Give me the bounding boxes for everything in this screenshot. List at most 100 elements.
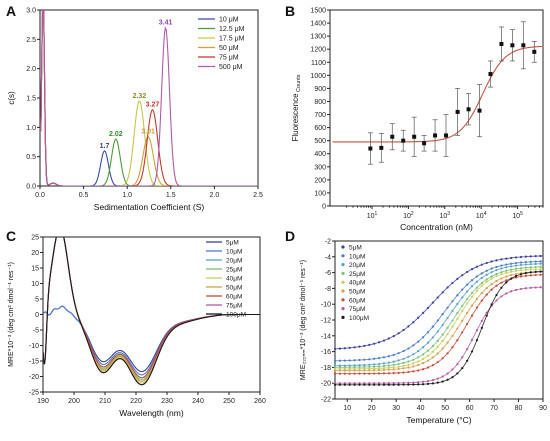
data-point <box>358 369 361 372</box>
x-tick-label: 2.0 <box>210 192 220 199</box>
data-point <box>333 367 337 371</box>
data-point <box>490 303 493 306</box>
data-point <box>407 347 410 350</box>
x-tick-label: 210 <box>99 398 111 405</box>
data-point <box>436 319 439 322</box>
y-tick-label: -16 <box>321 349 331 356</box>
data-point <box>353 382 356 385</box>
data-point <box>407 383 410 386</box>
y-tick-label: 600 <box>314 125 326 132</box>
data-point <box>441 339 444 342</box>
legend-swatch <box>341 271 345 275</box>
data-point <box>402 367 405 370</box>
plot-frame <box>329 9 544 207</box>
data-point <box>524 261 527 264</box>
series-line <box>40 10 258 186</box>
data-point <box>417 360 420 363</box>
data-point <box>480 276 483 279</box>
data-point <box>519 267 523 270</box>
data-point <box>368 383 371 386</box>
data-point <box>539 273 542 276</box>
data-point <box>500 267 503 270</box>
data-point <box>333 366 337 369</box>
data-point <box>382 382 386 385</box>
data-point <box>431 356 434 359</box>
legend-label: 20μM <box>226 258 242 265</box>
data-point <box>333 372 337 375</box>
data-point <box>534 273 537 277</box>
x-tick-label: 50 <box>441 405 449 412</box>
y-tick-label: -4 <box>325 254 331 261</box>
data-point <box>343 366 346 369</box>
data-point <box>390 134 395 139</box>
data-point <box>510 256 513 260</box>
data-point <box>529 263 532 266</box>
peak-label: 2.02 <box>109 131 123 138</box>
data-point <box>529 274 532 277</box>
data-point <box>387 361 390 364</box>
data-point <box>475 275 479 278</box>
data-point <box>456 327 459 330</box>
data-point <box>397 352 400 355</box>
data-point <box>387 372 390 375</box>
data-point <box>514 272 518 276</box>
legend-label: 100μM <box>349 315 369 322</box>
data-point <box>446 341 449 344</box>
data-point <box>521 43 526 48</box>
data-point <box>477 108 482 113</box>
legend-label: 75μM <box>349 306 365 313</box>
data-point <box>490 277 493 280</box>
data-point <box>407 325 410 328</box>
y-tick-label: 1000 <box>310 73 326 80</box>
data-point <box>382 362 386 365</box>
data-point <box>524 287 527 290</box>
data-point <box>446 372 449 375</box>
y-axis-label: MRE*10⁻³ (deg cm² dmol⁻¹ res⁻¹) <box>8 262 15 367</box>
x-tick-label: 240 <box>192 398 204 405</box>
data-point <box>343 369 346 372</box>
data-point <box>368 146 373 151</box>
data-point <box>495 259 498 262</box>
data-point <box>426 359 430 362</box>
data-point <box>451 281 454 285</box>
data-point <box>475 286 479 289</box>
data-point <box>338 372 341 375</box>
data-point <box>451 300 454 303</box>
data-point <box>407 366 410 369</box>
legend-label: 10μM <box>349 253 365 260</box>
x-tick-label: 260 <box>254 398 266 405</box>
data-point <box>353 383 356 386</box>
data-point <box>353 346 356 349</box>
y-tick-label: 0 <box>35 312 39 319</box>
data-point <box>519 269 523 272</box>
legend-label: 40μM <box>349 280 365 287</box>
y-tick-label: 3.0 <box>26 8 36 15</box>
data-point <box>519 255 523 259</box>
data-point <box>451 309 454 313</box>
data-point <box>382 366 386 370</box>
legend-label: 50μM <box>349 289 365 296</box>
data-point <box>397 371 400 374</box>
data-point <box>505 281 508 284</box>
data-point <box>451 376 454 379</box>
data-point <box>382 356 386 359</box>
data-point <box>431 382 434 385</box>
x-axis-label: Concentration (nM) <box>400 222 473 232</box>
data-point <box>402 381 405 385</box>
data-point <box>495 272 498 276</box>
data-point <box>353 364 356 367</box>
data-point <box>348 346 351 349</box>
data-point <box>417 340 420 343</box>
data-point <box>539 286 542 289</box>
data-point <box>436 381 439 384</box>
data-point <box>363 344 366 347</box>
x-tick-label: 30 <box>392 405 400 412</box>
data-point <box>495 265 498 269</box>
data-point <box>431 344 434 348</box>
data-point <box>407 360 410 363</box>
data-point <box>461 356 464 359</box>
data-point <box>387 368 390 371</box>
y-tick-label: -22 <box>321 397 331 404</box>
data-point <box>387 355 390 358</box>
x-axis-label: Sedimentation Coefficient (S) <box>94 202 205 212</box>
